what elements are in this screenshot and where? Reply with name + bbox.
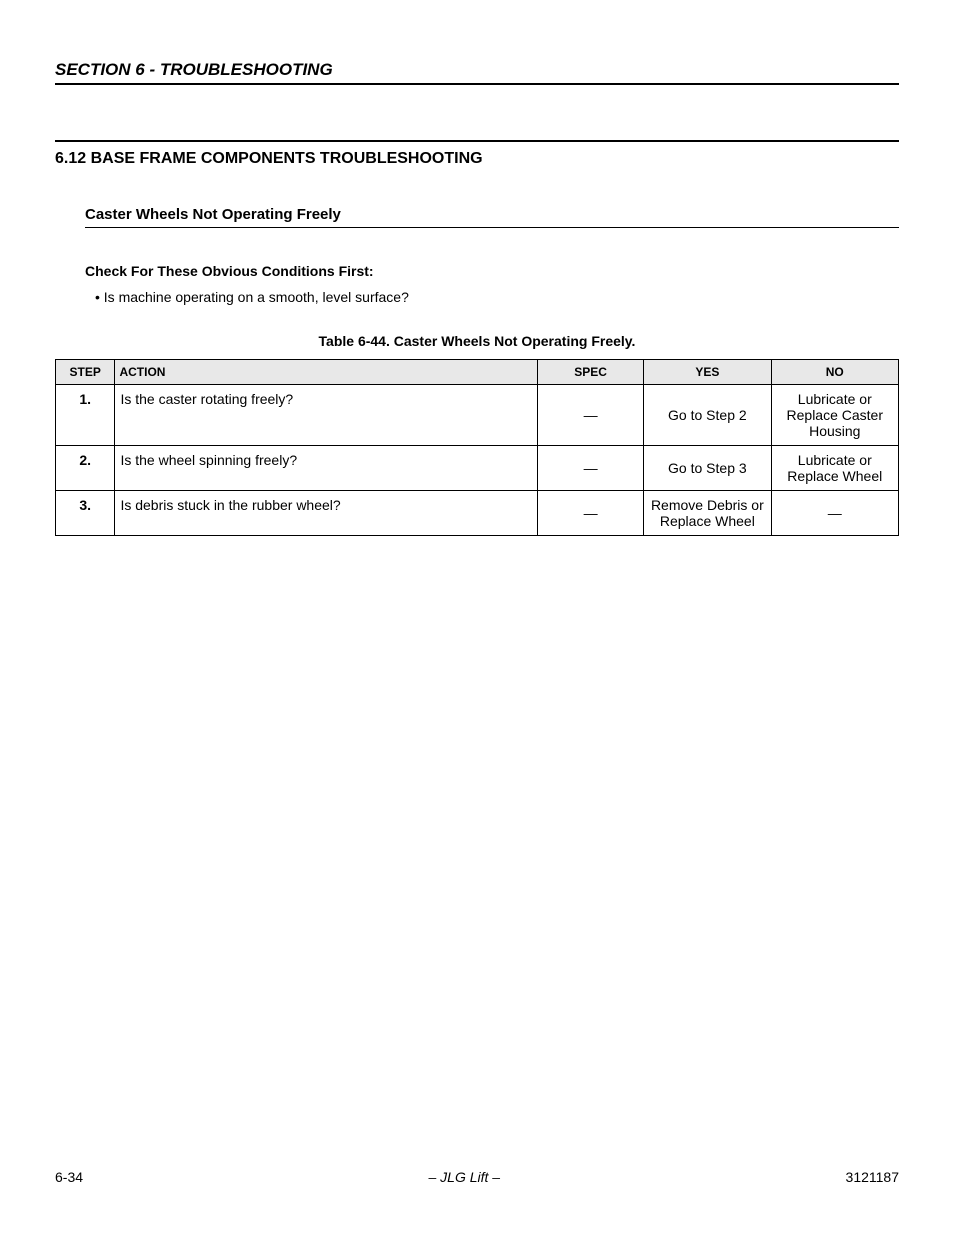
table-row: 3. Is debris stuck in the rubber wheel? … [56,491,899,536]
cell-spec: — [538,491,644,536]
cell-spec: — [538,385,644,446]
cell-yes: Remove Debris or Replace Wheel [644,491,771,536]
section-header: SECTION 6 - TROUBLESHOOTING [55,60,899,85]
cell-no: Lubricate or Replace Wheel [771,446,898,491]
cell-step: 1. [56,385,115,446]
footer-page-number: 6-34 [55,1169,83,1185]
cell-action: Is the wheel spinning freely? [115,446,538,491]
cell-action: Is debris stuck in the rubber wheel? [115,491,538,536]
cell-action: Is the caster rotating freely? [115,385,538,446]
main-heading: 6.12 BASE FRAME COMPONENTS TROUBLESHOOTI… [55,140,899,168]
header-step: STEP [56,360,115,385]
header-action: ACTION [115,360,538,385]
check-conditions-heading: Check For These Obvious Conditions First… [85,263,899,279]
header-no: NO [771,360,898,385]
cell-no: — [771,491,898,536]
bullet-item: Is machine operating on a smooth, level … [95,289,899,305]
table-header-row: STEP ACTION SPEC YES NO [56,360,899,385]
cell-yes: Go to Step 3 [644,446,771,491]
cell-no: Lubricate or Replace Caster Housing [771,385,898,446]
troubleshooting-table: STEP ACTION SPEC YES NO 1. Is the caster… [55,359,899,536]
cell-step: 3. [56,491,115,536]
footer-doc-number: 3121187 [846,1169,899,1185]
page-footer: 6-34 – JLG Lift – 3121187 [55,1169,899,1185]
header-yes: YES [644,360,771,385]
table-row: 2. Is the wheel spinning freely? — Go to… [56,446,899,491]
cell-step: 2. [56,446,115,491]
footer-center-text: – JLG Lift – [428,1169,500,1185]
cell-yes: Go to Step 2 [644,385,771,446]
cell-spec: — [538,446,644,491]
table-caption: Table 6-44. Caster Wheels Not Operating … [55,333,899,349]
table-row: 1. Is the caster rotating freely? — Go t… [56,385,899,446]
header-spec: SPEC [538,360,644,385]
sub-heading: Caster Wheels Not Operating Freely [85,206,899,228]
